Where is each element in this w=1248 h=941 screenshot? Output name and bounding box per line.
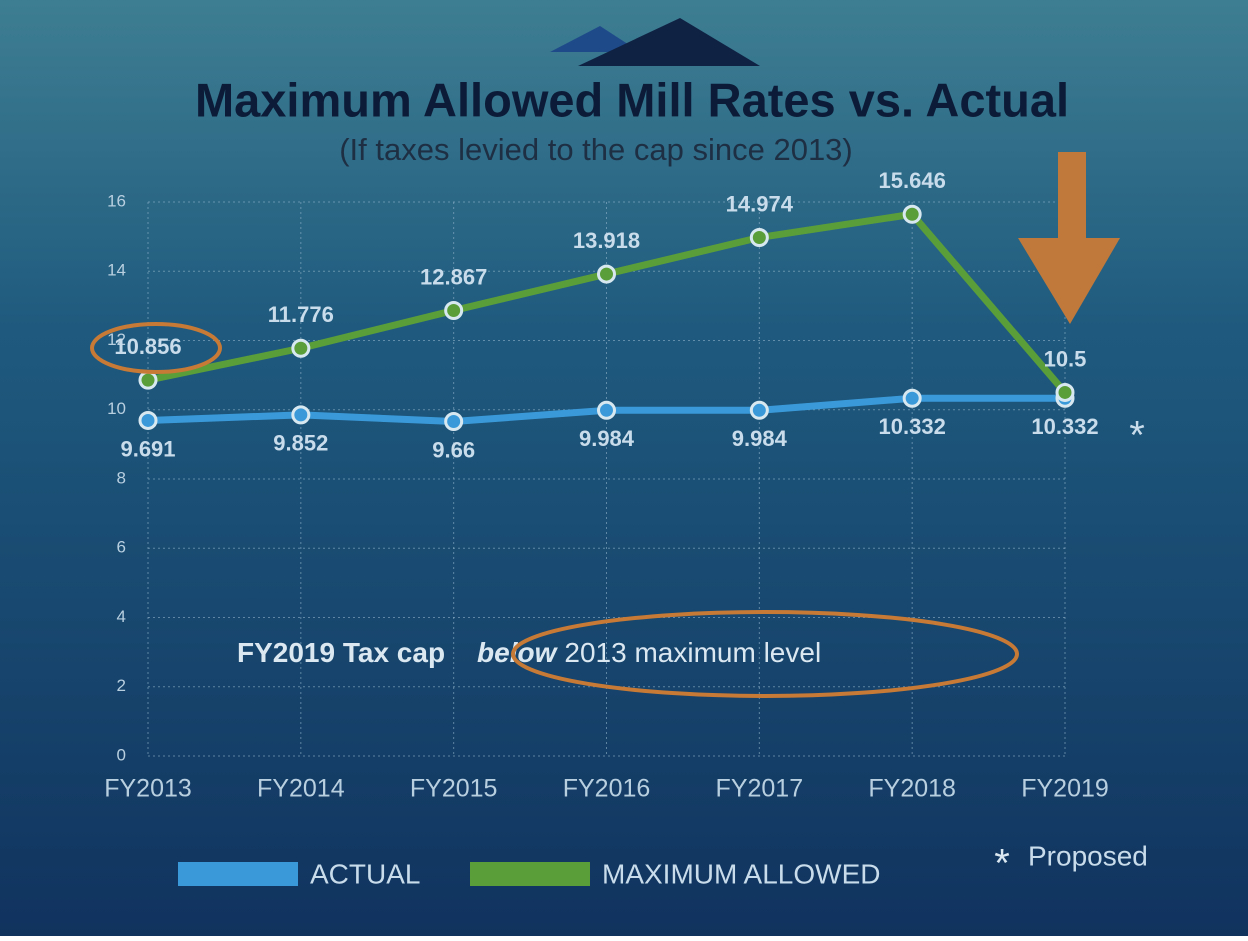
- down-arrow: [1018, 152, 1120, 324]
- y-tick-label: 14: [107, 261, 126, 280]
- highlight-ellipse: [511, 610, 1019, 698]
- y-tick-label: 16: [107, 191, 126, 210]
- point: [749, 228, 769, 248]
- data-label: 10.856: [114, 334, 181, 359]
- data-label: 10.332: [1031, 414, 1098, 439]
- logo: [550, 26, 640, 52]
- chart-title: Maximum Allowed Mill Rates vs. Actual: [195, 73, 1069, 126]
- grid: 0 2 4 6 8 10 12 14 16 FY2013 FY2014 FY2015 FY2016 FY2…: [104, 191, 1109, 802]
- plot: 9.691 9.852 9.66 9.984 9.984 10.332 10.332 10.8…: [114, 168, 1098, 462]
- legend-label: MAXIMUM ALLOWED: [602, 858, 880, 889]
- point: [444, 412, 464, 432]
- data-label: 9.691: [120, 436, 175, 461]
- legend-note: Proposed: [1028, 840, 1148, 871]
- chart-subtitle: (If taxes levied to the cap since 2013): [339, 132, 853, 167]
- x-tick-label: FY2018: [868, 775, 956, 803]
- x-tick-label: FY2015: [410, 775, 498, 803]
- legend-swatch: [470, 862, 590, 886]
- data-label: 10.332: [879, 414, 946, 439]
- y-tick-label: 4: [117, 607, 126, 626]
- x-tick-label: FY2019: [1021, 775, 1109, 803]
- point: [597, 264, 616, 284]
- y-tick-label: 8: [117, 468, 126, 487]
- data-label: 9.984: [732, 426, 788, 451]
- logo: [578, 18, 760, 66]
- data-label: 14.974: [726, 191, 794, 216]
- y-tick-label: 6: [117, 538, 126, 557]
- legend: ACTUAL MAXIMUM ALLOWED: [178, 858, 880, 889]
- point: [749, 400, 769, 420]
- point: [902, 204, 922, 224]
- y-tick-label: 0: [117, 745, 126, 764]
- legend-label: ACTUAL: [310, 858, 420, 889]
- data-label: 9.984: [579, 426, 635, 451]
- point: [291, 338, 311, 358]
- x-tick-label: FY2014: [257, 775, 345, 803]
- x-tick-label: FY2016: [563, 775, 651, 803]
- data-label: 15.646: [879, 168, 946, 193]
- data-label: 11.776: [268, 302, 334, 327]
- y-tick-label: 12: [107, 330, 126, 349]
- proposed-marker: *: [1129, 414, 1145, 458]
- annotation-part: FY2019 Tax cap: [237, 637, 445, 668]
- annotation-part: 2013 maximum level: [564, 637, 821, 668]
- point: [902, 388, 922, 408]
- point: [138, 410, 158, 430]
- annotation: FY2019 Tax cap below 2013 maximum level: [237, 637, 821, 668]
- data-label: 13.918: [573, 228, 640, 253]
- point: [597, 400, 616, 420]
- legend-marker: *: [994, 842, 1010, 886]
- data-label: 12.867: [420, 264, 487, 289]
- highlight-ellipse: [90, 322, 222, 374]
- point: [138, 370, 158, 390]
- data-label: 9.66: [432, 437, 475, 462]
- point: [1055, 382, 1075, 402]
- data-label: 10.5: [1044, 346, 1087, 371]
- point: [444, 300, 464, 320]
- x-tick-label: FY2017: [716, 775, 804, 803]
- x-tick-label: FY2013: [104, 775, 192, 803]
- y-tick-label: 10: [107, 399, 126, 418]
- y-tick-label: 2: [117, 676, 126, 695]
- data-label: 9.852: [273, 431, 328, 456]
- legend-swatch: [178, 862, 298, 886]
- point: [291, 405, 311, 425]
